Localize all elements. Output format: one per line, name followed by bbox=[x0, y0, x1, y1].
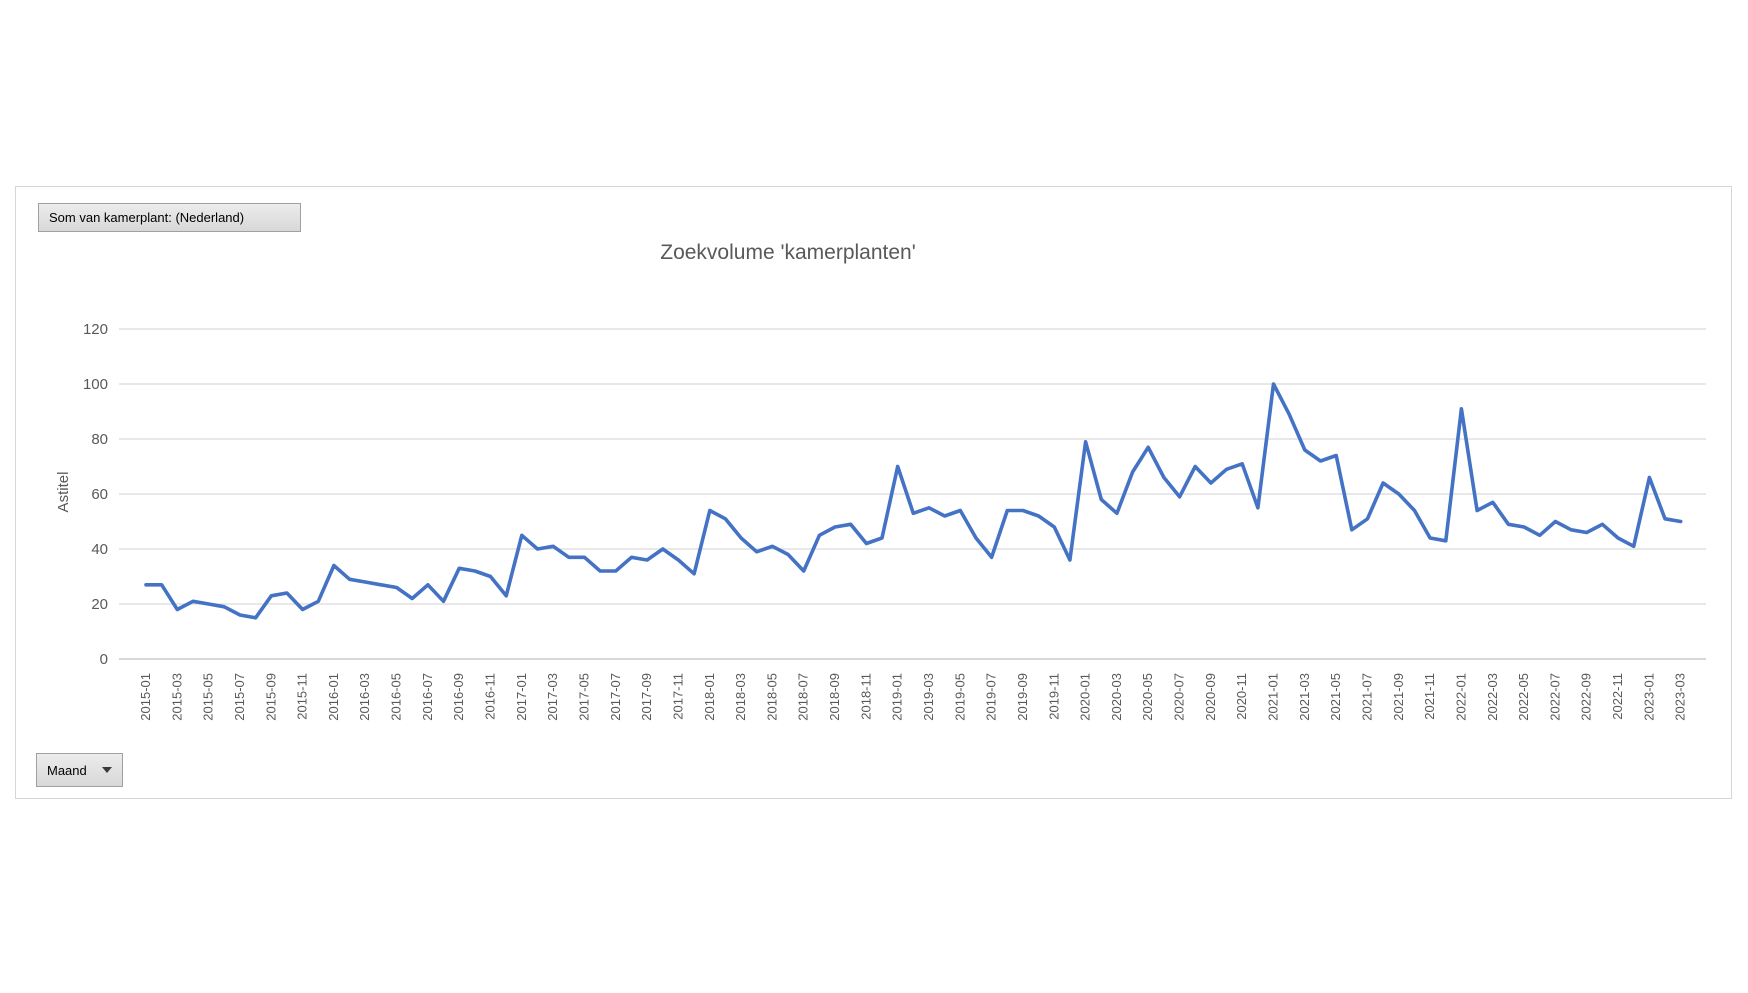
svg-text:2015-11: 2015-11 bbox=[295, 673, 310, 720]
chart-title: Zoekvolume 'kamerplanten' bbox=[660, 241, 915, 264]
svg-text:2021-03: 2021-03 bbox=[1297, 673, 1312, 721]
svg-text:2021-07: 2021-07 bbox=[1359, 673, 1374, 721]
svg-text:2020-11: 2020-11 bbox=[1234, 673, 1249, 720]
svg-text:2016-03: 2016-03 bbox=[357, 673, 372, 721]
svg-text:2015-05: 2015-05 bbox=[201, 673, 216, 721]
svg-text:2018-07: 2018-07 bbox=[796, 673, 811, 721]
svg-text:2023-03: 2023-03 bbox=[1673, 673, 1688, 721]
svg-text:2020-07: 2020-07 bbox=[1172, 673, 1187, 721]
svg-text:2016-05: 2016-05 bbox=[389, 673, 404, 721]
svg-text:2018-09: 2018-09 bbox=[827, 673, 842, 721]
svg-text:2019-11: 2019-11 bbox=[1046, 673, 1061, 720]
y-axis-tick-labels: 0 20 40 60 80 100 120 bbox=[83, 321, 108, 668]
svg-text:2017-01: 2017-01 bbox=[514, 673, 529, 721]
svg-text:2019-03: 2019-03 bbox=[921, 673, 936, 721]
svg-text:2020-01: 2020-01 bbox=[1078, 673, 1093, 721]
svg-text:2016-01: 2016-01 bbox=[326, 673, 341, 721]
svg-text:2017-05: 2017-05 bbox=[576, 673, 591, 721]
svg-text:60: 60 bbox=[91, 486, 108, 503]
gridlines bbox=[119, 328, 1706, 660]
svg-text:2017-03: 2017-03 bbox=[545, 673, 560, 721]
svg-text:2018-11: 2018-11 bbox=[858, 673, 873, 720]
svg-text:20: 20 bbox=[91, 596, 108, 613]
svg-text:2018-03: 2018-03 bbox=[733, 673, 748, 721]
svg-text:2016-07: 2016-07 bbox=[420, 673, 435, 721]
svg-text:2017-09: 2017-09 bbox=[639, 673, 654, 721]
svg-text:2019-07: 2019-07 bbox=[984, 673, 999, 721]
svg-text:2022-07: 2022-07 bbox=[1547, 673, 1562, 721]
svg-text:2023-01: 2023-01 bbox=[1641, 673, 1656, 721]
svg-text:2019-01: 2019-01 bbox=[890, 673, 905, 721]
x-axis-tick-labels: 2015-01 2015-03 2015-05 2015-07 2015-09 2015-… bbox=[138, 673, 1688, 721]
svg-text:2022-05: 2022-05 bbox=[1516, 673, 1531, 721]
series-line bbox=[144, 382, 1683, 620]
svg-text:2022-11: 2022-11 bbox=[1610, 673, 1625, 720]
dropdown-arrow-icon bbox=[102, 767, 112, 773]
svg-text:40: 40 bbox=[91, 541, 108, 558]
svg-text:2020-03: 2020-03 bbox=[1109, 673, 1124, 721]
svg-text:2015-07: 2015-07 bbox=[232, 673, 247, 721]
svg-text:80: 80 bbox=[91, 431, 108, 448]
svg-text:2017-11: 2017-11 bbox=[670, 673, 685, 720]
svg-text:2020-09: 2020-09 bbox=[1203, 673, 1218, 721]
svg-text:2020-05: 2020-05 bbox=[1140, 673, 1155, 721]
pivot-chart-area: Som van kamerplant: (Nederland) Zoekvolu… bbox=[15, 186, 1732, 799]
svg-text:2019-05: 2019-05 bbox=[952, 673, 967, 721]
svg-text:2021-09: 2021-09 bbox=[1391, 673, 1406, 721]
pivot-axis-field-label: Maand bbox=[47, 762, 87, 778]
svg-text:2022-01: 2022-01 bbox=[1453, 673, 1468, 721]
svg-text:100: 100 bbox=[83, 376, 108, 393]
pivot-value-field-label: Som van kamerplant: (Nederland) bbox=[49, 210, 245, 225]
svg-text:2021-11: 2021-11 bbox=[1422, 673, 1437, 720]
svg-text:2022-03: 2022-03 bbox=[1485, 673, 1500, 721]
svg-text:2015-09: 2015-09 bbox=[263, 673, 278, 721]
y-axis-title: Astitel bbox=[55, 472, 72, 513]
svg-text:2015-01: 2015-01 bbox=[138, 673, 153, 721]
svg-text:2019-09: 2019-09 bbox=[1015, 673, 1030, 721]
pivot-axis-field-button[interactable]: Maand bbox=[36, 753, 123, 787]
svg-text:2018-01: 2018-01 bbox=[702, 673, 717, 721]
svg-text:2021-01: 2021-01 bbox=[1266, 673, 1281, 721]
svg-text:2015-03: 2015-03 bbox=[169, 673, 184, 721]
svg-text:2017-07: 2017-07 bbox=[608, 673, 623, 721]
pivot-value-field-button[interactable]: Som van kamerplant: (Nederland) bbox=[38, 203, 301, 232]
svg-text:2021-05: 2021-05 bbox=[1328, 673, 1343, 721]
svg-text:2018-05: 2018-05 bbox=[764, 673, 779, 721]
svg-text:2016-09: 2016-09 bbox=[451, 673, 466, 721]
svg-text:0: 0 bbox=[100, 651, 108, 668]
svg-text:120: 120 bbox=[83, 321, 108, 338]
line-chart: Zoekvolume 'kamerplanten' 0 20 40 60 80 100 120… bbox=[55, 241, 1706, 721]
svg-text:2016-11: 2016-11 bbox=[483, 673, 498, 720]
svg-text:2022-09: 2022-09 bbox=[1579, 673, 1594, 721]
